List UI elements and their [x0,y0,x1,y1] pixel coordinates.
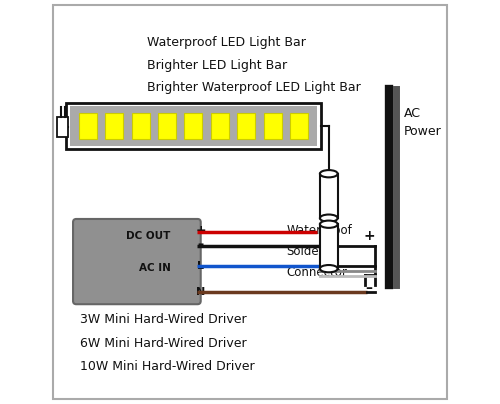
Text: Brighter Waterproof LED Light Bar: Brighter Waterproof LED Light Bar [147,81,360,94]
Text: AC: AC [404,107,420,120]
Text: 3W Mini Hard-Wired Driver: 3W Mini Hard-Wired Driver [80,313,247,326]
Text: 10W Mini Hard-Wired Driver: 10W Mini Hard-Wired Driver [80,360,255,373]
Bar [66,103,320,149]
Text: Connector: Connector [286,266,347,279]
Bar [70,106,316,146]
Text: +: + [196,223,206,237]
Text: Waterproof: Waterproof [286,224,352,237]
Ellipse shape [320,221,338,228]
Text: +: + [364,229,375,242]
Bar [264,113,282,139]
Text: DC OUT: DC OUT [126,231,171,241]
Bar [132,113,150,139]
Bar [78,113,96,139]
Text: Power: Power [404,125,442,138]
Bar [57,117,68,137]
Bar [238,113,256,139]
Bar [105,113,123,139]
Bar [320,174,338,218]
Bar [320,224,338,269]
Text: Brighter LED Light Bar: Brighter LED Light Bar [147,59,287,72]
Text: Waterproof LED Light Bar: Waterproof LED Light Bar [147,36,306,49]
Ellipse shape [320,170,338,177]
Text: –: – [198,238,204,251]
FancyBboxPatch shape [73,219,200,304]
Text: –: – [366,281,372,295]
Text: 6W Mini Hard-Wired Driver: 6W Mini Hard-Wired Driver [80,337,247,349]
Ellipse shape [320,215,338,222]
Text: N: N [196,286,205,297]
Bar [158,113,176,139]
Bar [211,113,229,139]
Text: Solder: Solder [286,245,324,258]
Ellipse shape [320,265,338,272]
Text: AC IN: AC IN [139,263,171,273]
Bar [290,113,308,139]
Text: L: L [197,261,204,271]
Bar [184,113,202,139]
